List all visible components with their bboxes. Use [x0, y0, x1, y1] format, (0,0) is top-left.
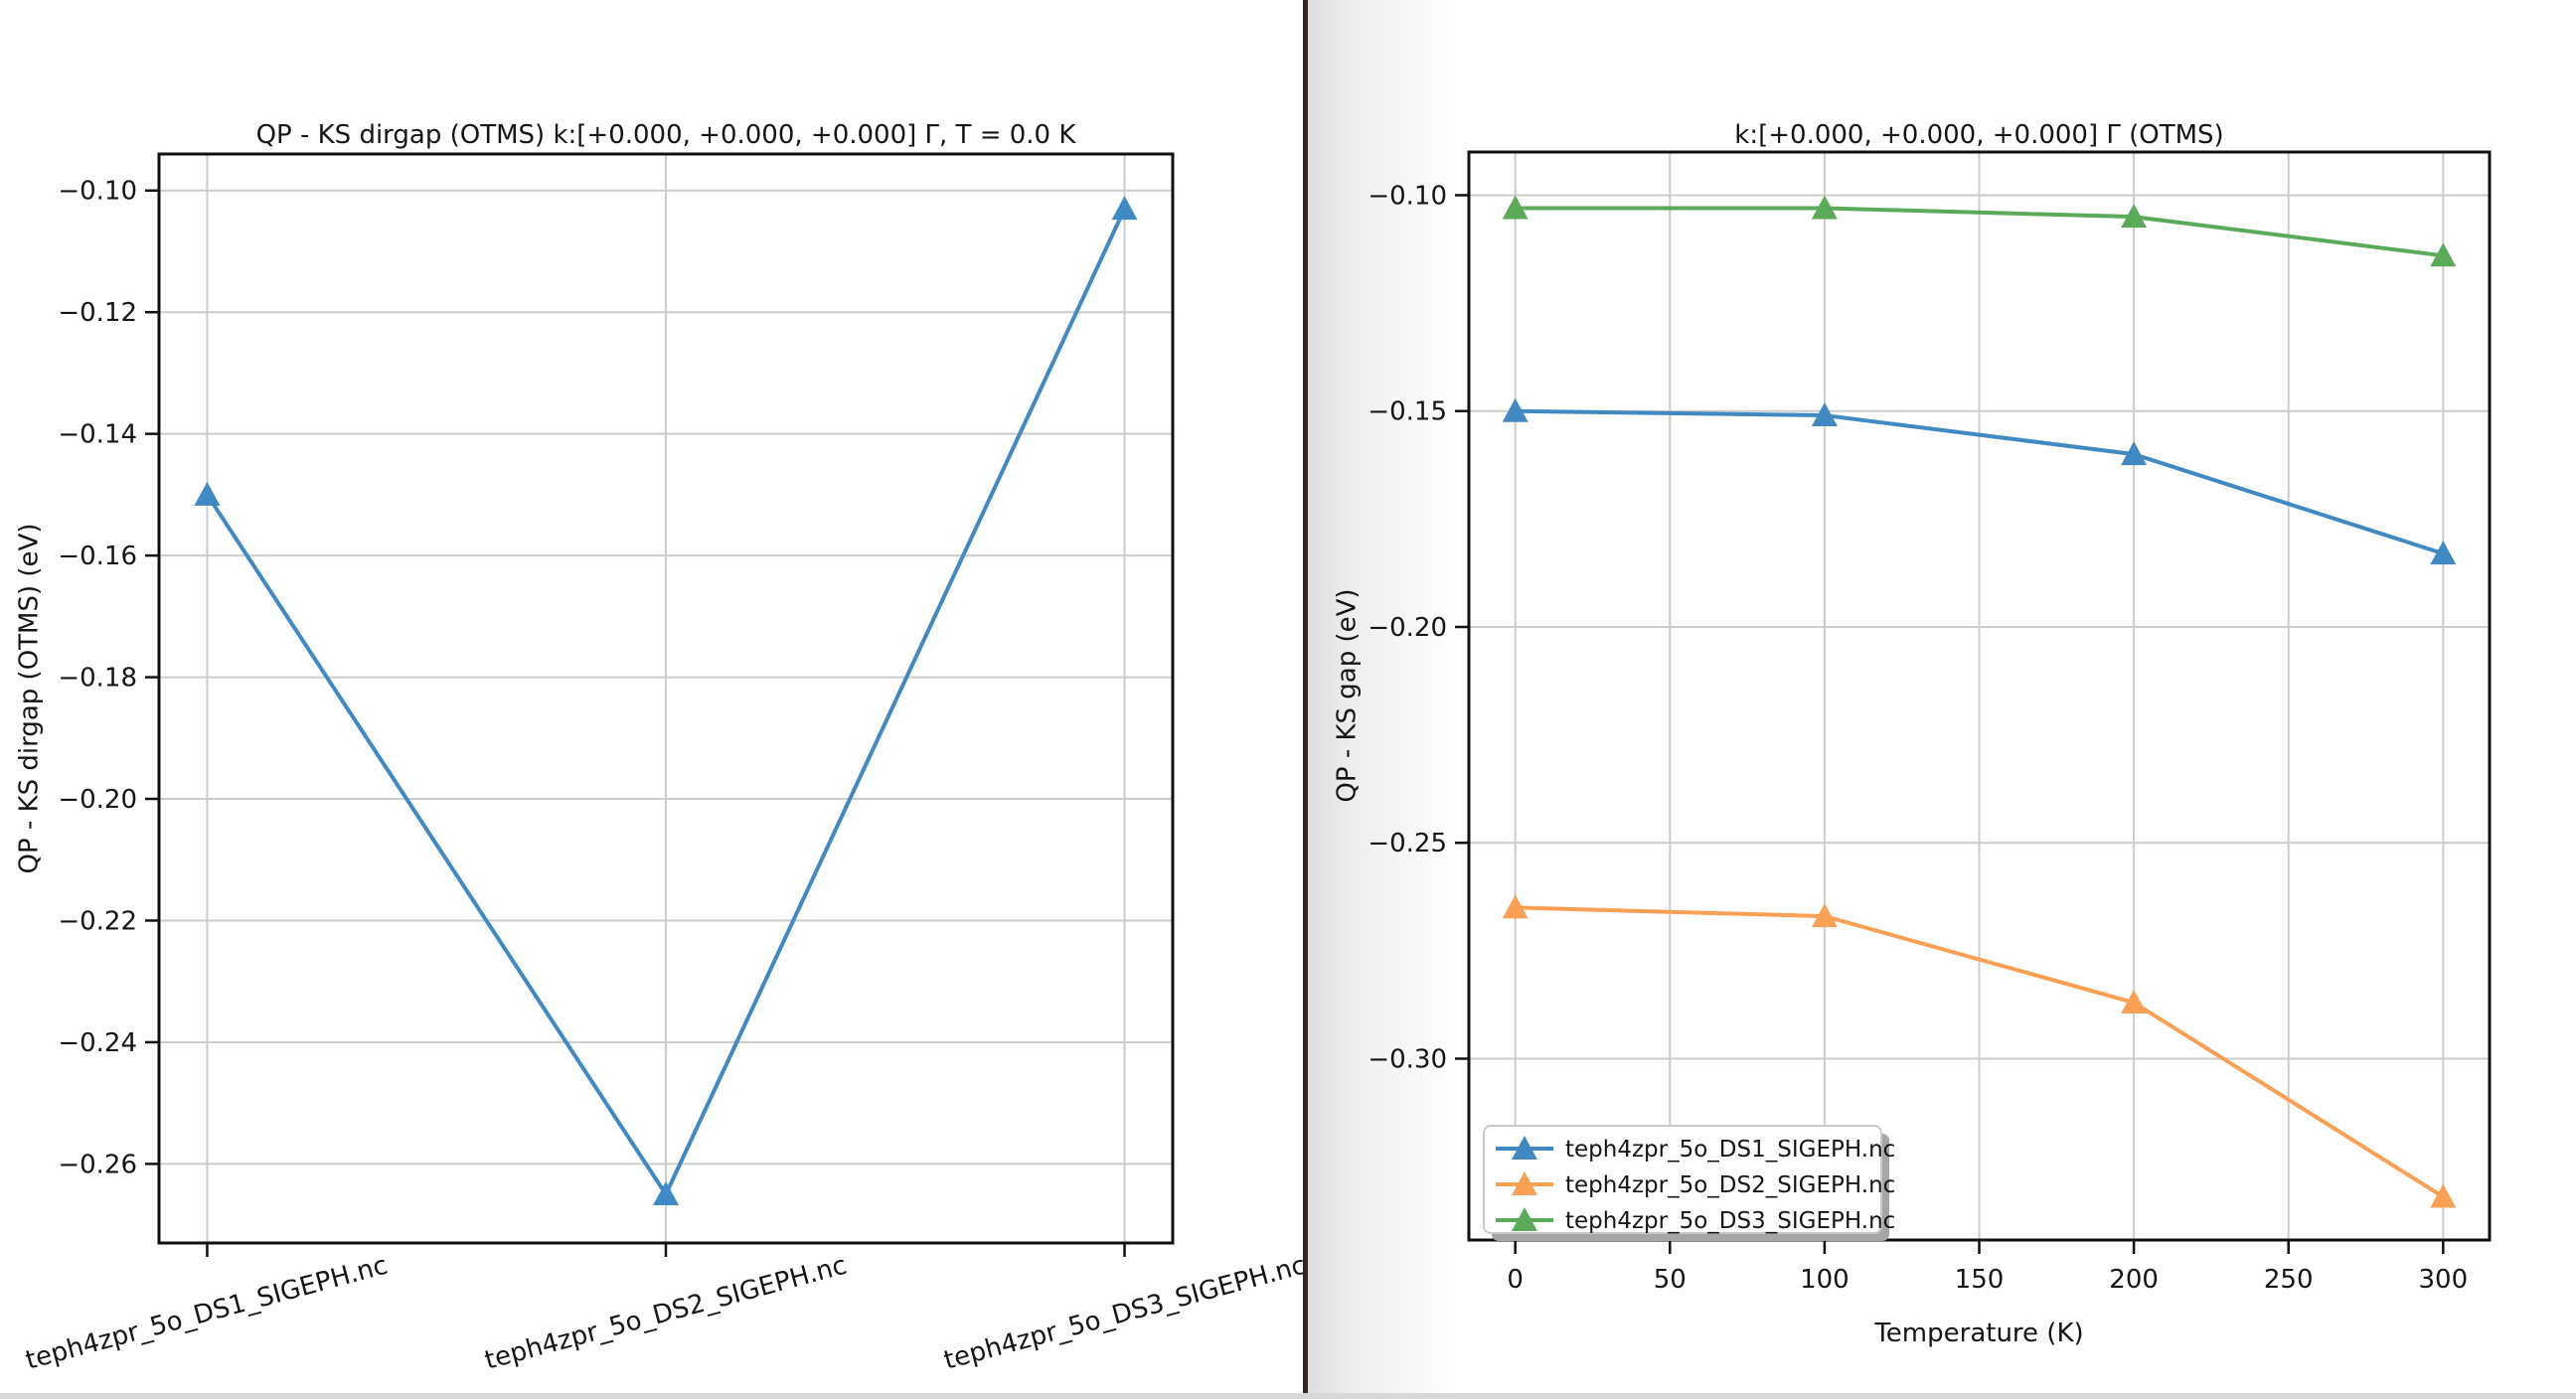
series-line-0 [1515, 408, 2444, 556]
svg-text:−0.15: −0.15 [1368, 397, 1447, 427]
series-markers-2 [1502, 195, 2457, 267]
right-chart-xlabel: Temperature (K) [1874, 1319, 2084, 1348]
window-divider [1303, 0, 1308, 1399]
svg-text:−0.22: −0.22 [58, 906, 137, 936]
right-figure-panel: −0.10 −0.15 −0.20 −0.25 −0.30 0 50 100 150 200 250… [1308, 0, 2576, 1399]
left-chart-ylabel: QP - KS dirgap (OTMS) (eV) [14, 523, 45, 874]
svg-text:0: 0 [1507, 1265, 1524, 1295]
svg-text:200: 200 [2109, 1265, 2159, 1295]
svg-text:300: 300 [2418, 1265, 2468, 1295]
series-markers-0 [1502, 397, 2457, 565]
svg-text:−0.14: −0.14 [58, 420, 137, 450]
tick-labels: −0.10 −0.12 −0.14 −0.16 −0.18 −0.20 −0.22 −0.24… [58, 177, 137, 1180]
left-chart-title: QP - KS dirgap (OTMS) k:[+0.000, +0.000,… [255, 120, 1076, 150]
svg-text:−0.10: −0.10 [58, 177, 137, 207]
svg-text:−0.20: −0.20 [1368, 613, 1447, 643]
series-markers-1 [1502, 894, 2457, 1208]
tick-labels: −0.10 −0.15 −0.20 −0.25 −0.30 0 50 100 150 200 250… [1368, 181, 2468, 1295]
svg-text:−0.24: −0.24 [58, 1028, 137, 1058]
series-line-1 [1515, 905, 2445, 1199]
series-line-2 [1515, 206, 2444, 258]
series-markers-0 [194, 196, 1138, 1206]
svg-text:150: 150 [1955, 1265, 2005, 1295]
svg-text:−0.18: −0.18 [58, 664, 137, 694]
svg-text:250: 250 [2264, 1265, 2314, 1295]
left-chart-svg: −0.10 −0.12 −0.14 −0.16 −0.18 −0.20 −0.22 −0.24… [58, 152, 1175, 1257]
gridlines [1469, 152, 2490, 1240]
right-chart-title: k:[+0.000, +0.000, +0.000] Γ (OTMS) [1734, 120, 2224, 150]
svg-text:−0.30: −0.30 [1368, 1045, 1447, 1075]
svg-text:teph4zpr_5o_DS1_SIGEPH.nc: teph4zpr_5o_DS1_SIGEPH.nc [1565, 1137, 1895, 1163]
svg-text:−0.25: −0.25 [1368, 829, 1447, 858]
axes-spines [157, 152, 1175, 1245]
svg-text:−0.10: −0.10 [1368, 181, 1447, 211]
tick-marks [145, 189, 1126, 1257]
svg-text:100: 100 [1800, 1265, 1850, 1295]
svg-text:−0.16: −0.16 [58, 542, 137, 571]
left-figure-panel: −0.10 −0.12 −0.14 −0.16 −0.18 −0.20 −0.22 −0.24… [14, 120, 1310, 1376]
svg-text:−0.12: −0.12 [58, 298, 137, 328]
right-chart-svg: −0.10 −0.15 −0.20 −0.25 −0.30 0 50 100 150 200 250… [1368, 150, 2492, 1295]
svg-text:teph4zpr_5o_DS2_SIGEPH.nc: teph4zpr_5o_DS2_SIGEPH.nc [1565, 1172, 1895, 1198]
legend: teph4zpr_5o_DS1_SIGEPH.nc teph4zpr_5o_DS2… [1483, 1125, 1895, 1241]
gridlines [159, 154, 1173, 1243]
svg-text:50: 50 [1654, 1265, 1687, 1295]
tick-marks [1455, 194, 2445, 1254]
right-chart-ylabel: QP - KS gap (eV) [1332, 588, 1363, 803]
window-bottom-edge [0, 1393, 2576, 1399]
svg-text:−0.20: −0.20 [58, 785, 137, 815]
axes-spines [1467, 150, 2492, 1242]
svg-text:−0.26: −0.26 [58, 1150, 137, 1179]
svg-text:teph4zpr_5o_DS3_SIGEPH.nc: teph4zpr_5o_DS3_SIGEPH.nc [1565, 1208, 1895, 1234]
